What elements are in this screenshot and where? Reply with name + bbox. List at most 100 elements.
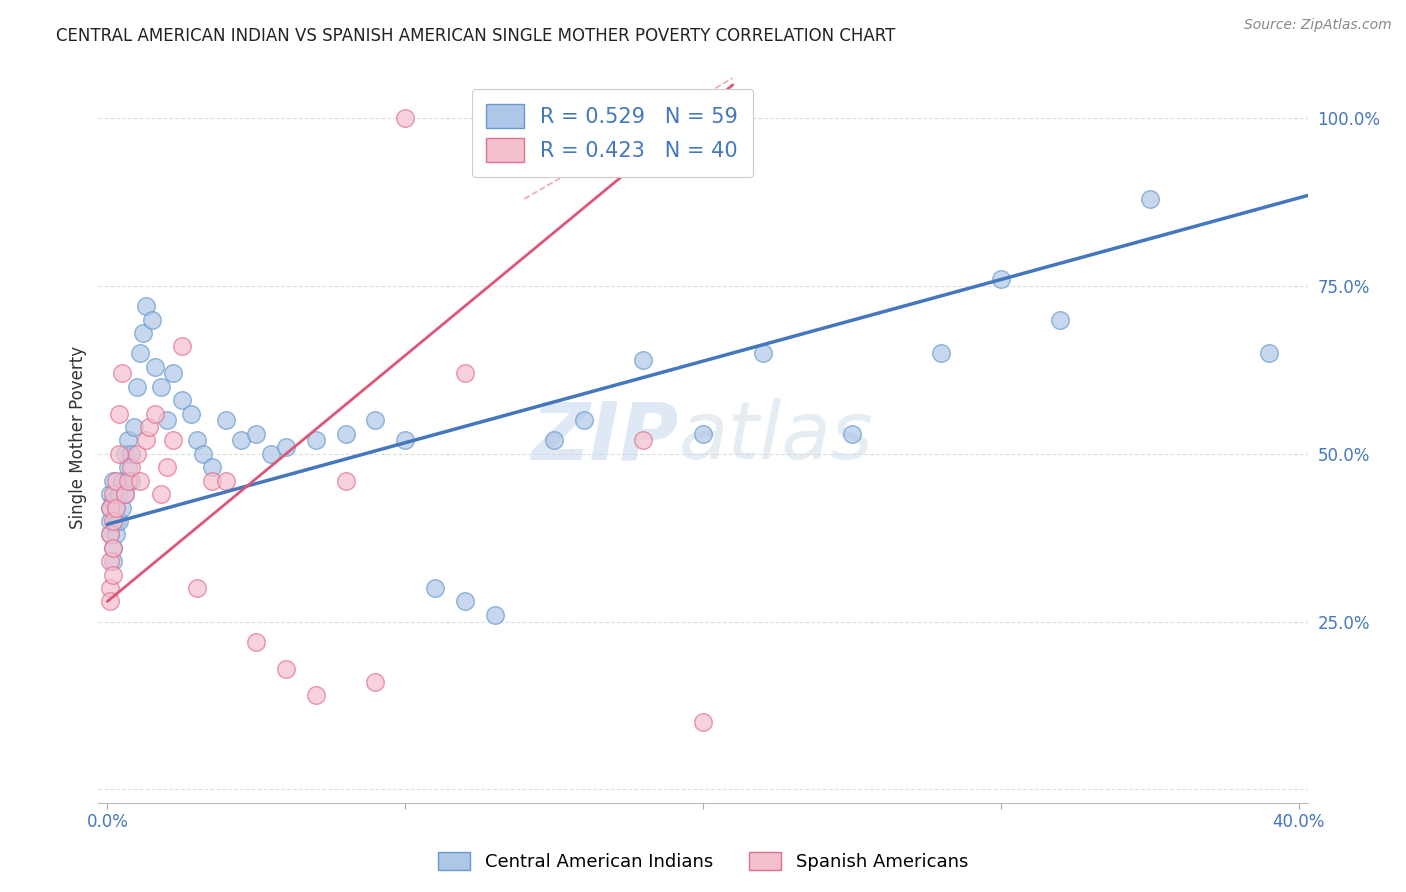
Point — [543, 434, 565, 448]
Point — [274, 440, 297, 454]
Point — [162, 367, 184, 381]
Point — [108, 487, 131, 501]
Point — [103, 474, 125, 488]
Point — [572, 413, 595, 427]
Point — [990, 272, 1012, 286]
Text: CENTRAL AMERICAN INDIAN VS SPANISH AMERICAN SINGLE MOTHER POVERTY CORRELATION CH: CENTRAL AMERICAN INDIAN VS SPANISH AMERI… — [56, 27, 896, 45]
Legend: R = 0.529   N = 59, R = 0.423   N = 40: R = 0.529 N = 59, R = 0.423 N = 40 — [471, 89, 752, 177]
Point — [103, 541, 125, 555]
Point — [117, 434, 139, 448]
Point — [98, 500, 121, 515]
Point — [98, 527, 121, 541]
Point — [245, 634, 267, 648]
Point — [127, 447, 149, 461]
Point — [260, 447, 283, 461]
Point — [103, 487, 125, 501]
Legend: Central American Indians, Spanish Americans: Central American Indians, Spanish Americ… — [430, 845, 976, 879]
Y-axis label: Single Mother Poverty: Single Mother Poverty — [69, 345, 87, 529]
Point — [170, 393, 193, 408]
Point — [103, 493, 125, 508]
Point — [114, 487, 136, 501]
Point — [135, 434, 157, 448]
Point — [103, 514, 125, 528]
Point — [1257, 346, 1279, 360]
Point — [98, 487, 121, 501]
Point — [1139, 192, 1161, 206]
Point — [103, 554, 125, 568]
Point — [364, 675, 387, 690]
Point — [215, 413, 238, 427]
Point — [633, 434, 655, 448]
Point — [305, 689, 328, 703]
Point — [200, 460, 222, 475]
Point — [149, 380, 172, 394]
Point — [454, 367, 477, 381]
Point — [156, 460, 179, 475]
Point — [108, 514, 131, 528]
Text: ZIP: ZIP — [531, 398, 679, 476]
Point — [135, 299, 157, 313]
Point — [692, 426, 714, 441]
Point — [105, 514, 128, 528]
Point — [141, 312, 163, 326]
Point — [143, 407, 166, 421]
Point — [129, 346, 152, 360]
Point — [162, 434, 184, 448]
Point — [122, 420, 145, 434]
Point — [454, 594, 477, 608]
Point — [692, 715, 714, 730]
Point — [274, 662, 297, 676]
Point — [132, 326, 155, 340]
Point — [105, 500, 128, 515]
Point — [117, 460, 139, 475]
Point — [98, 500, 121, 515]
Point — [156, 413, 179, 427]
Point — [394, 112, 416, 126]
Point — [111, 474, 134, 488]
Point — [120, 474, 142, 488]
Point — [751, 346, 773, 360]
Point — [245, 426, 267, 441]
Point — [231, 434, 253, 448]
Point — [633, 352, 655, 367]
Point — [108, 447, 131, 461]
Point — [98, 594, 121, 608]
Point — [105, 500, 128, 515]
Point — [114, 487, 136, 501]
Point — [335, 474, 357, 488]
Point — [1049, 312, 1071, 326]
Point — [305, 434, 328, 448]
Point — [394, 434, 416, 448]
Point — [186, 434, 208, 448]
Point — [364, 413, 387, 427]
Point — [114, 447, 136, 461]
Point — [138, 420, 160, 434]
Text: atlas: atlas — [679, 398, 873, 476]
Point — [513, 112, 536, 126]
Point — [215, 474, 238, 488]
Point — [120, 460, 142, 475]
Point — [103, 541, 125, 555]
Point — [105, 527, 128, 541]
Point — [98, 527, 121, 541]
Point — [572, 112, 595, 126]
Point — [200, 474, 222, 488]
Point — [170, 339, 193, 353]
Point — [841, 426, 863, 441]
Point — [98, 554, 121, 568]
Point — [149, 487, 172, 501]
Point — [335, 426, 357, 441]
Point — [191, 447, 214, 461]
Point — [98, 581, 121, 595]
Point — [105, 474, 128, 488]
Point — [180, 407, 202, 421]
Point — [127, 380, 149, 394]
Point — [108, 407, 131, 421]
Point — [120, 447, 142, 461]
Point — [929, 346, 952, 360]
Point — [186, 581, 208, 595]
Point — [98, 514, 121, 528]
Point — [129, 474, 152, 488]
Point — [111, 367, 134, 381]
Point — [484, 607, 506, 622]
